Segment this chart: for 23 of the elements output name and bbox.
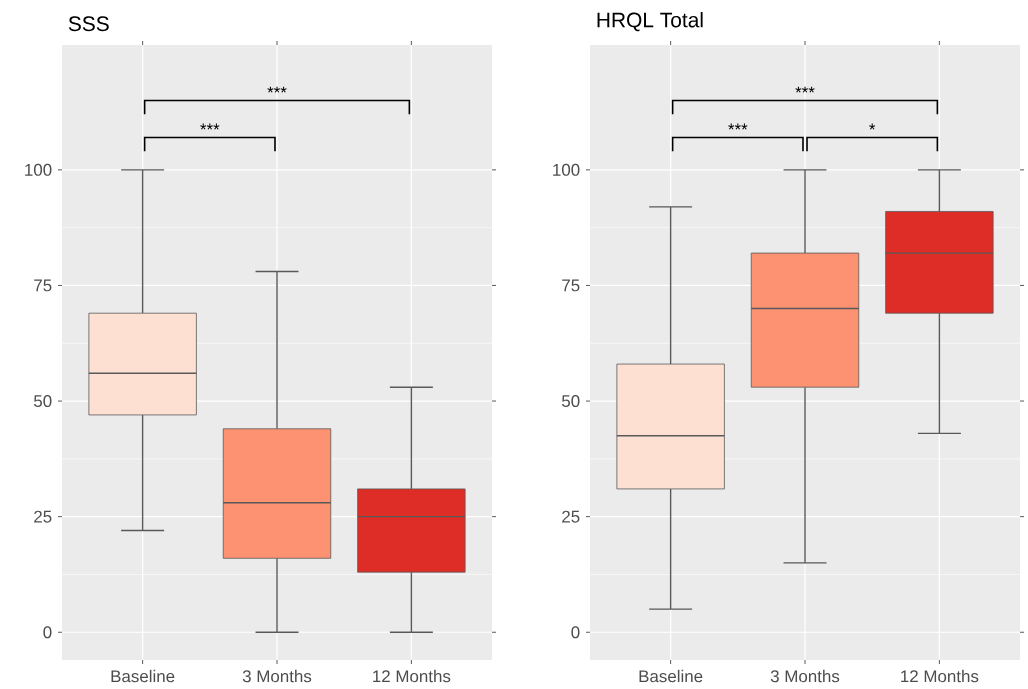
annotation: *** [795,86,815,93]
y-tick-label: 75 [562,279,580,292]
y-tick-label: 25 [34,510,52,523]
y-tick-label: 25 [562,510,580,523]
y-tick-label: 0 [43,626,52,639]
chart-title: SSS [68,16,109,32]
annotation: *** [728,123,748,130]
chart-title: HRQL Total [597,12,703,32]
annotation: *** [200,123,220,130]
y-tick-label: 100 [25,163,52,176]
y-tick-label: 50 [561,395,580,408]
y-tick-label: 50 [33,395,52,408]
x-tick-label: Baseline [639,669,703,683]
y-tick-label: 100 [553,163,580,176]
x-tick-label: 3 Months [242,669,312,683]
x-tick-label: 12 Months [373,669,451,683]
y-tick-label: 75 [34,279,52,292]
annotation: * [869,123,876,130]
x-tick-label: Baseline [111,669,175,683]
annotation: *** [267,86,287,93]
y-tick-label: 0 [571,626,580,639]
x-tick-label: 3 Months [770,669,840,683]
x-tick-label: 12 Months [901,669,979,683]
